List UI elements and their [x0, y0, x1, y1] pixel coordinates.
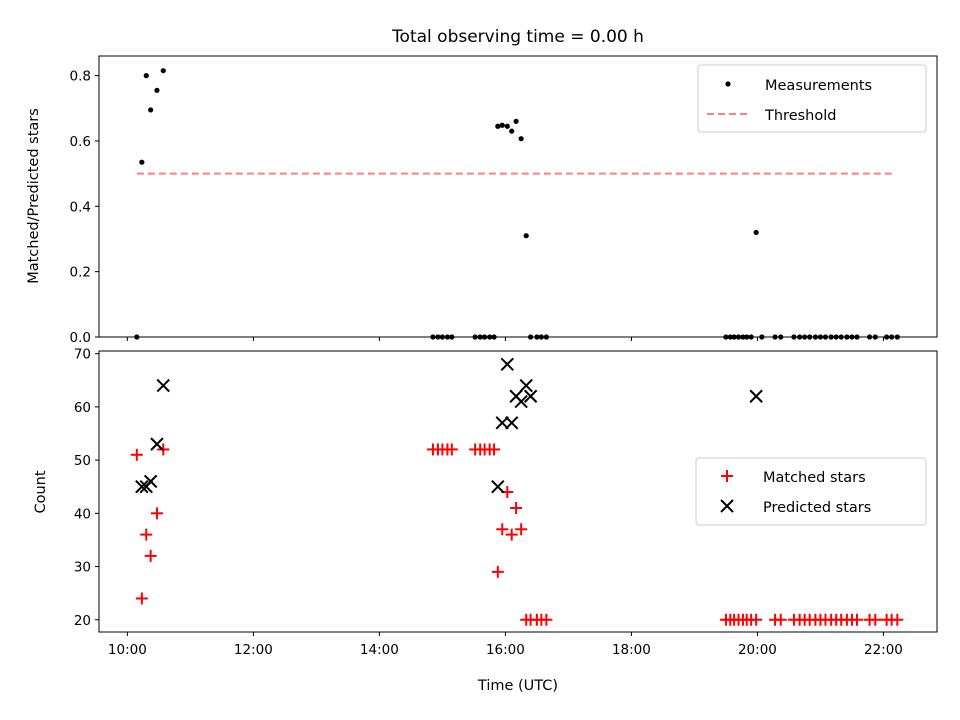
- legend-predicted-label: Predicted stars: [763, 500, 871, 516]
- measurement-point: [160, 68, 166, 74]
- predicted-star-stroke: [495, 416, 509, 430]
- predicted-star-point: [495, 416, 509, 430]
- predicted-star-stroke: [523, 389, 538, 403]
- top-x-ticks: [126, 337, 884, 341]
- bottom-y-tick-label: 20: [74, 613, 91, 629]
- predicted-star-stroke: [500, 357, 514, 372]
- bottom-y-axis-label: Count: [33, 470, 49, 513]
- top-y-axis-label: Matched/Predicted stars: [26, 108, 42, 284]
- matched-star-point: [496, 523, 509, 536]
- bottom-legend-box: [695, 457, 927, 526]
- measurement-point: [495, 123, 501, 129]
- matched-star-point: [135, 592, 148, 605]
- matched-star-point: [510, 501, 523, 514]
- predicted-star-point: [491, 480, 505, 494]
- matched-star-point: [445, 443, 458, 456]
- predicted-star-stroke: [491, 480, 505, 494]
- predicted-star-point: [514, 394, 528, 409]
- top-axes-frame: [98, 55, 938, 338]
- predicted-star-stroke: [504, 416, 519, 430]
- measurement-point: [499, 122, 505, 128]
- bottom-axes-frame: [98, 350, 938, 633]
- figure-title: Total observing time = 0.00 h: [391, 27, 644, 47]
- top-plot-area: [134, 68, 900, 340]
- predicted-star-stroke: [514, 394, 528, 409]
- bottom-x-ticks: 10:00 12:00 14:00 16:00 18:00 20:00 22:00: [108, 632, 903, 658]
- predicted-star-point: [156, 378, 170, 393]
- predicted-star-stroke: [150, 437, 164, 451]
- bottom-x-tick-label: 22:00: [864, 642, 903, 658]
- legend-predicted-marker: [720, 499, 734, 513]
- matched-star-point: [150, 507, 163, 520]
- bottom-y-tick-label: 40: [74, 506, 91, 522]
- bottom-y-tick-label: 30: [74, 560, 91, 576]
- top-y-tick-label: 0.0: [70, 330, 91, 346]
- measurement-point: [523, 233, 529, 239]
- measurement-point: [509, 128, 515, 134]
- predicted-star-point: [523, 389, 538, 403]
- predicted-star-point: [749, 389, 763, 403]
- matched-star-point: [515, 523, 528, 536]
- predicted-star-point: [135, 480, 149, 494]
- legend-measurements-marker: [725, 81, 731, 87]
- bottom-y-tick-label: 60: [74, 400, 91, 416]
- bottom-x-tick-label: 14:00: [360, 642, 399, 658]
- predicted-star-stroke: [135, 480, 149, 494]
- matched-star-point: [491, 565, 504, 578]
- measurement-point: [513, 118, 519, 124]
- matched-star-point: [488, 443, 501, 456]
- predicted-star-stroke: [156, 378, 170, 393]
- predicted-star-stroke: [749, 389, 763, 403]
- top-y-tick-label: 0.4: [70, 199, 91, 215]
- measurement-point: [154, 87, 160, 93]
- bottom-y-tick-label: 50: [74, 453, 91, 469]
- predicted-star-point: [143, 474, 158, 489]
- bottom-y-tick-label: 70: [74, 347, 91, 363]
- measurement-point: [753, 229, 759, 236]
- legend-matched-marker: [721, 470, 733, 482]
- top-legend-box: [697, 64, 927, 133]
- matched-star-point: [869, 613, 882, 626]
- measurement-point: [139, 159, 145, 165]
- bottom-legend: Matched stars Predicted stars: [695, 457, 927, 526]
- bottom-y-ticks: 20 30 40 50 60 70: [74, 347, 99, 629]
- predicted-star-point: [500, 357, 514, 372]
- predicted-star-stroke: [143, 474, 158, 489]
- bottom-x-tick-label: 10:00: [108, 642, 147, 658]
- predicted-star-point: [504, 416, 519, 430]
- top-y-tick-label: 0.2: [70, 265, 91, 281]
- matched-star-point: [505, 528, 518, 541]
- bottom-x-tick-label: 12:00: [234, 642, 273, 658]
- predicted-star-stroke: [519, 378, 533, 393]
- top-y-tick-label: 0.8: [70, 69, 91, 85]
- measurement-point: [504, 123, 510, 129]
- legend-measurements-label: Measurements: [765, 78, 872, 94]
- bottom-x-tick-label: 18:00: [612, 642, 651, 658]
- matched-star-point: [750, 613, 763, 626]
- measurement-point: [518, 136, 524, 142]
- x-axis-label: Time (UTC): [477, 678, 558, 694]
- top-y-ticks: 0.0 0.2 0.4 0.6 0.8: [70, 69, 99, 346]
- predicted-star-point: [150, 437, 164, 451]
- matched-star-point: [130, 448, 143, 461]
- bottom-x-tick-label: 20:00: [738, 642, 777, 658]
- matched-star-point: [540, 613, 553, 626]
- matched-star-point: [850, 613, 863, 626]
- measurement-point: [143, 73, 149, 79]
- bottom-plot-area: [130, 357, 904, 626]
- matched-star-point: [144, 549, 157, 562]
- matched-star-point: [140, 528, 153, 541]
- legend-matched-label: Matched stars: [763, 470, 866, 486]
- bottom-axes: 20 30 40 50 60 70 10:00 12:00 14:00 16:00 18:00 20…: [33, 347, 938, 694]
- legend-threshold-label: Threshold: [764, 108, 836, 124]
- top-legend: Measurements Threshold: [697, 64, 927, 133]
- top-axes: 0.00.20.40.60.8 Matched/Predicted stars …: [26, 55, 938, 346]
- top-y-tick-label: 0.6: [70, 134, 91, 150]
- predicted-star-point: [519, 378, 533, 393]
- matched-star-point: [891, 613, 904, 626]
- matched-star-point: [774, 613, 787, 626]
- bottom-x-tick-label: 16:00: [486, 642, 525, 658]
- measurement-point: [148, 107, 154, 113]
